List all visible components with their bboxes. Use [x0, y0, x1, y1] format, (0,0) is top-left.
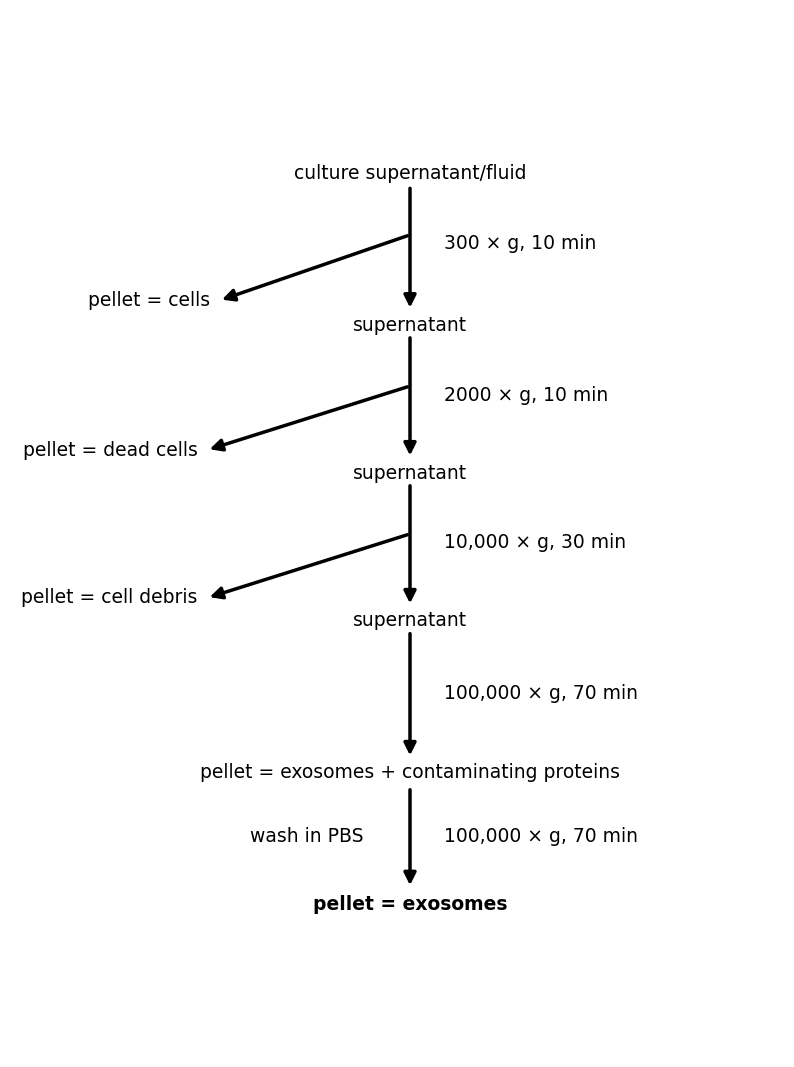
Text: 100,000 × g, 70 min: 100,000 × g, 70 min [444, 684, 638, 703]
Text: 100,000 × g, 70 min: 100,000 × g, 70 min [444, 827, 638, 846]
Text: 10,000 × g, 30 min: 10,000 × g, 30 min [444, 534, 626, 553]
Text: supernatant: supernatant [353, 316, 467, 335]
Text: 300 × g, 10 min: 300 × g, 10 min [444, 234, 596, 253]
Text: pellet = dead cells: pellet = dead cells [23, 441, 198, 460]
Text: 2000 × g, 10 min: 2000 × g, 10 min [444, 385, 608, 404]
Text: culture supernatant/fluid: culture supernatant/fluid [294, 163, 526, 182]
Text: pellet = cells: pellet = cells [88, 291, 210, 310]
Text: pellet = exosomes + contaminating proteins: pellet = exosomes + contaminating protei… [200, 764, 620, 782]
Text: supernatant: supernatant [353, 463, 467, 482]
Text: pellet = exosomes: pellet = exosomes [313, 895, 507, 914]
Text: pellet = cell debris: pellet = cell debris [21, 589, 198, 607]
Text: wash in PBS: wash in PBS [250, 827, 364, 846]
Text: supernatant: supernatant [353, 611, 467, 631]
